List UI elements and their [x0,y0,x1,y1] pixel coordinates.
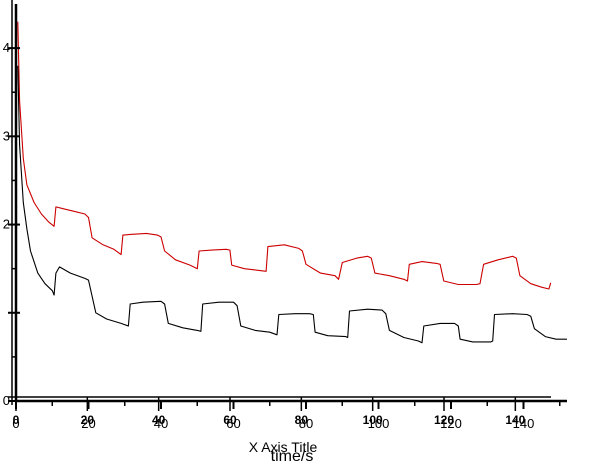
secondary-x-tick-label-20: 20 [81,413,95,427]
x-tick-label-80: 80 [299,416,313,431]
y-tick-label-0: 0 [3,393,10,408]
secondary-x-tick-label-100: 100 [363,413,383,427]
series-line-2 [17,65,567,344]
x-tick-label-140: 140 [513,416,535,431]
x-tick-label-120: 120 [440,416,462,431]
x-axis-title: time/s [271,448,314,465]
secondary-x-tick-label-140: 140 [505,413,525,427]
secondary-x-tick-label-40: 40 [152,413,166,427]
secondary-x-tick-label-60: 60 [223,413,237,427]
series-layer [17,21,567,344]
y-tick-label-3: 3 [3,128,10,143]
x-tick-label-100: 100 [368,416,390,431]
x-tick-label-0: 0 [12,416,19,431]
x-axis-title-overlay: X Axis Title [249,439,318,455]
x-tick-label-60: 60 [226,416,240,431]
y-tick-label-2: 2 [3,217,10,232]
text-layer: X Axis Title time/s [249,439,318,465]
secondary-x-tick-label-80: 80 [295,413,309,427]
x-tick-label-40: 40 [154,416,168,431]
series-line-1 [17,21,552,290]
x-tick-label-20: 20 [81,416,95,431]
secondary-x-tick-label-0: 0 [13,413,20,427]
secondary-x-tick-label-120: 120 [434,413,454,427]
y-tick-label-4: 4 [3,40,10,55]
